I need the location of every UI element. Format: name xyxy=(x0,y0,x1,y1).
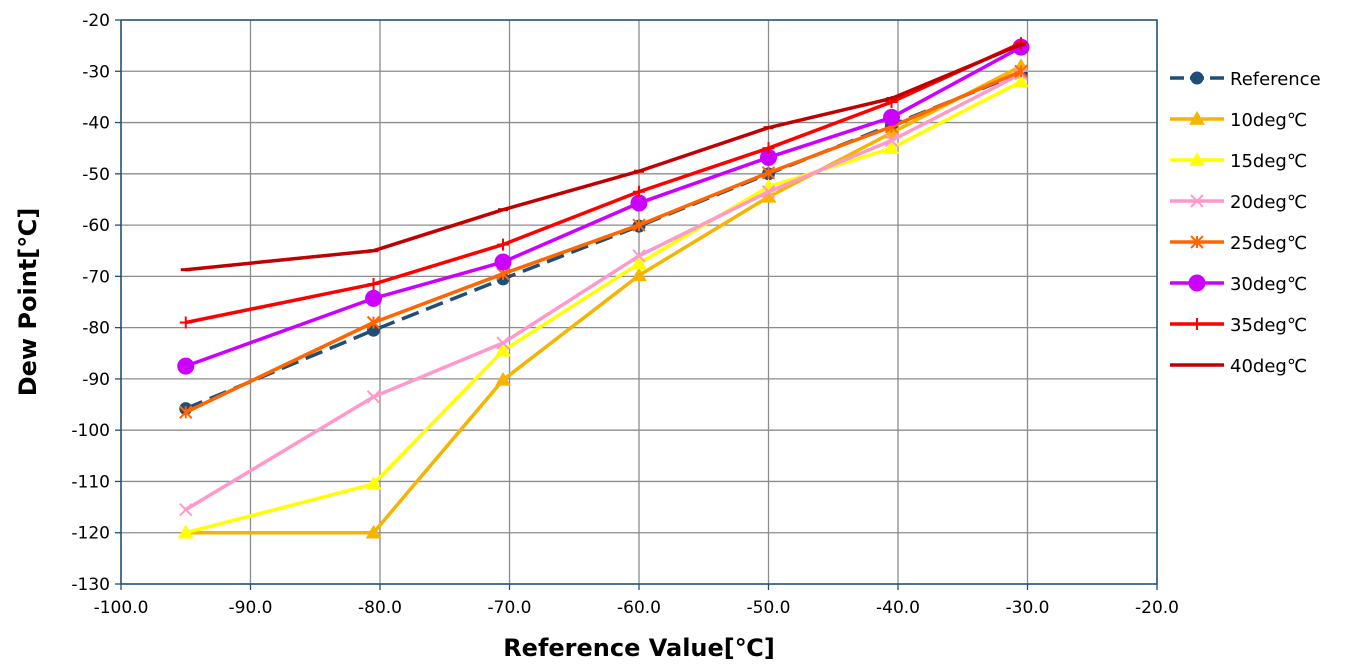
legend-label: 30deg℃ xyxy=(1230,274,1307,295)
y-tick-label: -80 xyxy=(82,319,110,339)
legend-marker xyxy=(1190,235,1204,249)
x-tick-label: -60.0 xyxy=(617,598,661,618)
legend-item: 35deg℃ xyxy=(1170,315,1307,336)
data-point xyxy=(496,336,510,350)
x-tick-label: -50.0 xyxy=(747,598,791,618)
legend-marker xyxy=(1191,318,1203,330)
y-tick-label: -70 xyxy=(82,267,110,287)
data-point xyxy=(761,166,776,180)
data-point xyxy=(494,253,512,271)
legend-label: 40deg℃ xyxy=(1230,356,1307,377)
series-4 xyxy=(179,64,1028,419)
data-point xyxy=(367,278,380,291)
x-tick-label: -20.0 xyxy=(1135,598,1179,618)
data-point xyxy=(498,208,509,212)
legend-item: 30deg℃ xyxy=(1170,274,1307,295)
data-point xyxy=(632,249,646,263)
legend-label: 35deg℃ xyxy=(1230,315,1307,336)
y-tick-label: -30 xyxy=(82,62,110,82)
legend-item: 20deg℃ xyxy=(1170,192,1307,213)
x-axis-ticks: -100.0 -90.0 -80.0 -70.0 -60.0 -50.0 -40.0 -30.… xyxy=(94,584,1179,618)
series-5 xyxy=(177,38,1030,375)
data-point xyxy=(365,524,382,539)
legend-marker xyxy=(1189,110,1205,125)
data-point xyxy=(763,126,774,130)
series-6 xyxy=(179,37,1028,329)
legend-item: 10deg℃ xyxy=(1170,110,1307,131)
legend-item: Reference xyxy=(1170,69,1321,90)
legend-item: 15deg℃ xyxy=(1170,151,1307,172)
y-tick-label: -60 xyxy=(82,216,110,236)
data-point xyxy=(368,249,379,253)
legend-item: 40deg℃ xyxy=(1170,356,1307,377)
y-tick-label: -100 xyxy=(71,421,110,441)
x-tick-label: -30.0 xyxy=(1006,598,1050,618)
y-tick-label: -50 xyxy=(82,165,110,185)
legend-item: 25deg℃ xyxy=(1170,233,1307,254)
series-3 xyxy=(179,67,1028,517)
x-tick-label: -100.0 xyxy=(94,598,149,618)
data-point xyxy=(884,133,899,148)
y-tick-label: -40 xyxy=(82,114,110,134)
data-point xyxy=(179,316,192,329)
x-axis-title: Reference Value[℃] xyxy=(503,634,775,662)
data-point xyxy=(180,268,191,272)
y-tick-label: -110 xyxy=(71,472,110,492)
data-point xyxy=(762,142,775,155)
data-point xyxy=(495,371,511,386)
legend-label: 20deg℃ xyxy=(1230,192,1307,213)
legend-marker xyxy=(1189,151,1205,166)
data-point xyxy=(631,267,647,282)
y-tick-label: -130 xyxy=(71,575,110,595)
data-point xyxy=(365,476,382,490)
data-point xyxy=(634,169,644,173)
y-tick-label: -20 xyxy=(82,11,110,31)
legend-marker xyxy=(1192,363,1202,367)
legend-marker xyxy=(1188,274,1206,292)
legend-marker xyxy=(1190,71,1204,85)
data-point xyxy=(1014,64,1028,78)
data-point xyxy=(1016,43,1027,47)
legend-label: 10deg℃ xyxy=(1230,110,1307,131)
x-tick-label: -40.0 xyxy=(876,598,920,618)
legend-label: 15deg℃ xyxy=(1230,151,1307,172)
y-tick-label: -120 xyxy=(71,524,110,544)
data-point xyxy=(633,185,645,198)
data-point xyxy=(761,185,776,199)
data-point xyxy=(366,315,381,330)
data-point xyxy=(365,289,383,307)
data-point xyxy=(177,524,194,539)
plot-frame xyxy=(120,19,1158,585)
data-point xyxy=(495,342,511,357)
x-tick-label: -90.0 xyxy=(229,598,273,618)
data-point xyxy=(883,108,901,126)
data-point xyxy=(497,238,510,251)
legend-label: 25deg℃ xyxy=(1230,233,1307,254)
data-point xyxy=(179,502,193,517)
x-tick-label: -70.0 xyxy=(488,598,532,618)
data-point xyxy=(883,140,900,154)
data-point xyxy=(886,96,897,100)
data-point xyxy=(631,255,647,270)
data-point xyxy=(632,218,646,232)
data-point xyxy=(177,357,195,375)
data-point xyxy=(1013,73,1029,88)
legend-marker xyxy=(1190,194,1204,208)
legend: Reference 10deg℃ 15deg℃ 20deg℃ 25deg℃ 30deg℃ 3… xyxy=(1170,69,1321,377)
series-layer xyxy=(177,37,1030,539)
y-axis-ticks: -20 -30 -40 -50 -60 -70 -80 -90 -100 -110 -120 -130 xyxy=(71,11,121,595)
y-axis-title: Dew Point[℃] xyxy=(14,208,42,397)
legend-label: Reference xyxy=(1230,69,1321,90)
data-point xyxy=(1015,37,1028,50)
series-2 xyxy=(177,73,1029,539)
x-tick-label: -80.0 xyxy=(358,598,402,618)
data-point xyxy=(366,390,381,404)
y-tick-label: -90 xyxy=(82,370,110,390)
series-7 xyxy=(180,42,1027,272)
data-point xyxy=(179,405,193,419)
